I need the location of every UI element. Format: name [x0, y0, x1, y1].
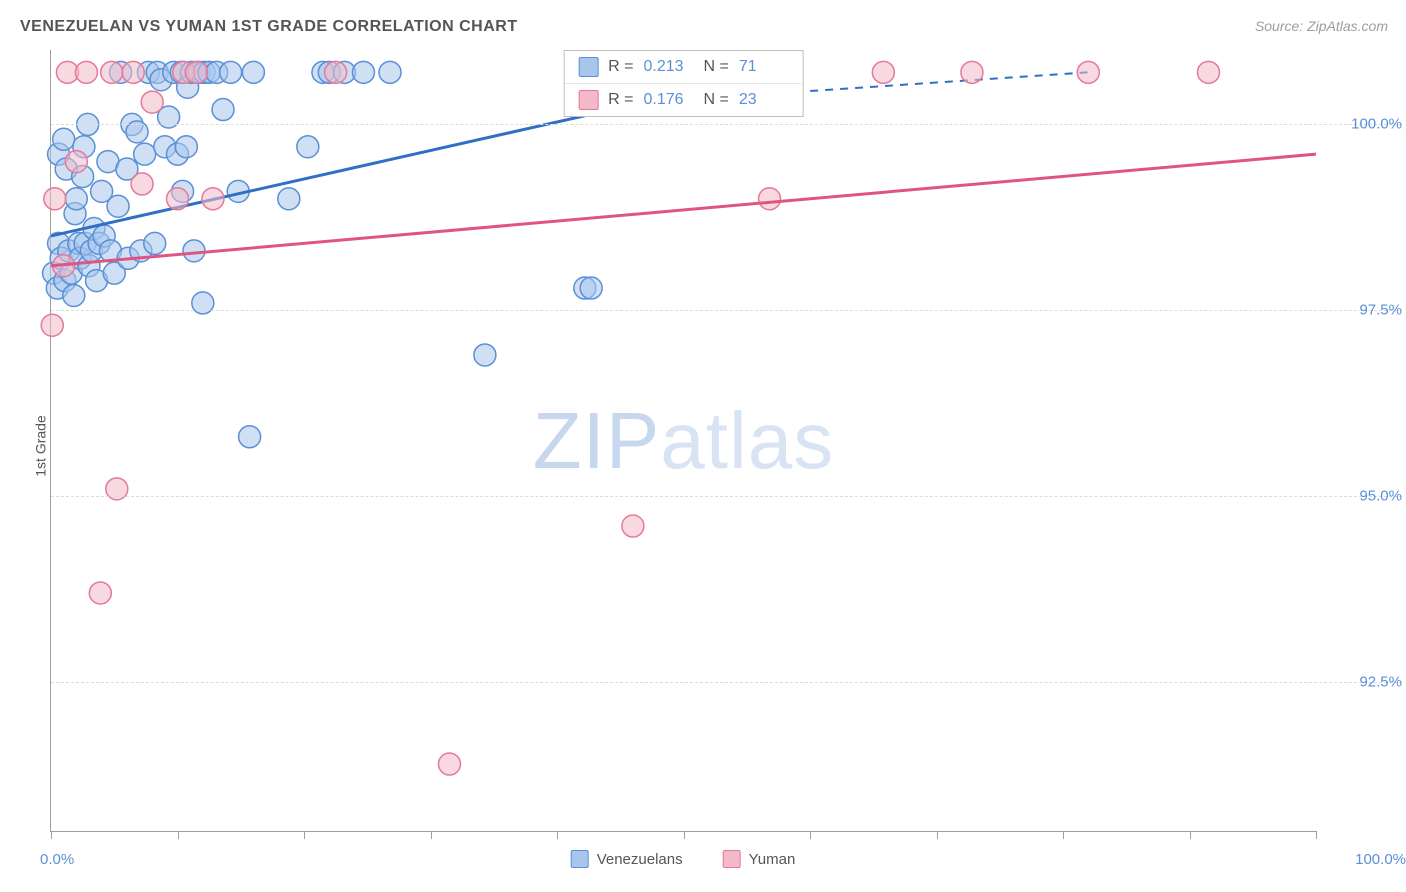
- r-value: 0.213: [644, 58, 694, 76]
- data-point: [325, 61, 347, 83]
- data-point: [872, 61, 894, 83]
- data-point: [75, 61, 97, 83]
- data-point: [580, 277, 602, 299]
- legend-item: Yuman: [723, 850, 796, 868]
- data-point: [185, 61, 207, 83]
- n-label: N =: [704, 91, 729, 109]
- plot-area: ZIPatlas R =0.213N =71R =0.176N =23 100.…: [50, 50, 1316, 832]
- data-point: [131, 173, 153, 195]
- y-gridline: [51, 682, 1402, 683]
- data-point: [242, 61, 264, 83]
- data-point: [202, 188, 224, 210]
- data-point: [167, 188, 189, 210]
- r-value: 0.176: [644, 91, 694, 109]
- x-tick: [810, 831, 811, 839]
- legend-swatch: [723, 850, 741, 868]
- data-point: [107, 195, 129, 217]
- legend-swatch: [578, 90, 598, 110]
- x-tick: [1316, 831, 1317, 839]
- data-point: [53, 128, 75, 150]
- data-point: [297, 136, 319, 158]
- x-axis-min-label: 0.0%: [40, 851, 74, 868]
- data-point: [212, 99, 234, 121]
- data-point: [63, 284, 85, 306]
- x-tick: [431, 831, 432, 839]
- data-point: [44, 188, 66, 210]
- n-value: 71: [739, 58, 789, 76]
- x-tick: [178, 831, 179, 839]
- data-point: [278, 188, 300, 210]
- data-point: [65, 188, 87, 210]
- data-point: [144, 232, 166, 254]
- plot-frame: ZIPatlas R =0.213N =71R =0.176N =23 100.…: [50, 50, 1316, 832]
- chart-title: VENEZUELAN VS YUMAN 1ST GRADE CORRELATIO…: [20, 18, 518, 36]
- data-point: [474, 344, 496, 366]
- n-value: 23: [739, 91, 789, 109]
- trend-line: [51, 154, 1316, 266]
- x-tick: [684, 831, 685, 839]
- x-axis-max-label: 100.0%: [1355, 851, 1406, 868]
- data-point: [141, 91, 163, 113]
- x-tick: [937, 831, 938, 839]
- chart-svg: [51, 50, 1316, 831]
- legend-swatch: [571, 850, 589, 868]
- y-tick-label: 97.5%: [1322, 302, 1402, 319]
- data-point: [1197, 61, 1219, 83]
- y-tick-label: 92.5%: [1322, 674, 1402, 691]
- data-point: [352, 61, 374, 83]
- source-attribution: Source: ZipAtlas.com: [1255, 18, 1388, 34]
- data-point: [175, 136, 197, 158]
- y-tick-label: 95.0%: [1322, 488, 1402, 505]
- data-point: [239, 426, 261, 448]
- y-tick-label: 100.0%: [1322, 116, 1402, 133]
- r-legend-row: R = 0.176 N = 23: [564, 83, 803, 116]
- data-point: [438, 753, 460, 775]
- n-label: N =: [704, 58, 729, 76]
- x-tick: [51, 831, 52, 839]
- data-point: [1077, 61, 1099, 83]
- y-gridline: [51, 496, 1402, 497]
- data-point: [961, 61, 983, 83]
- data-point: [183, 240, 205, 262]
- legend-swatch: [578, 57, 598, 77]
- legend-label: Yuman: [749, 851, 796, 868]
- y-gridline: [51, 310, 1402, 311]
- y-axis-title: 1st Grade: [33, 415, 49, 476]
- r-label: R =: [608, 91, 633, 109]
- data-point: [622, 515, 644, 537]
- x-tick: [557, 831, 558, 839]
- data-point: [41, 314, 63, 336]
- x-tick: [304, 831, 305, 839]
- data-point: [122, 61, 144, 83]
- r-label: R =: [608, 58, 633, 76]
- data-point: [101, 61, 123, 83]
- data-point: [65, 151, 87, 173]
- data-point: [220, 61, 242, 83]
- x-tick: [1063, 831, 1064, 839]
- data-point: [759, 188, 781, 210]
- data-point: [379, 61, 401, 83]
- x-tick: [1190, 831, 1191, 839]
- data-point: [134, 143, 156, 165]
- y-gridline: [51, 124, 1402, 125]
- r-legend-row: R = 0.213 N = 71: [564, 51, 803, 83]
- series-legend: Venezuelans Yuman: [571, 850, 796, 868]
- r-n-legend: R = 0.213 N = 71 R = 0.176 N = 23: [563, 50, 804, 117]
- legend-item: Venezuelans: [571, 850, 683, 868]
- data-point: [89, 582, 111, 604]
- legend-label: Venezuelans: [597, 851, 683, 868]
